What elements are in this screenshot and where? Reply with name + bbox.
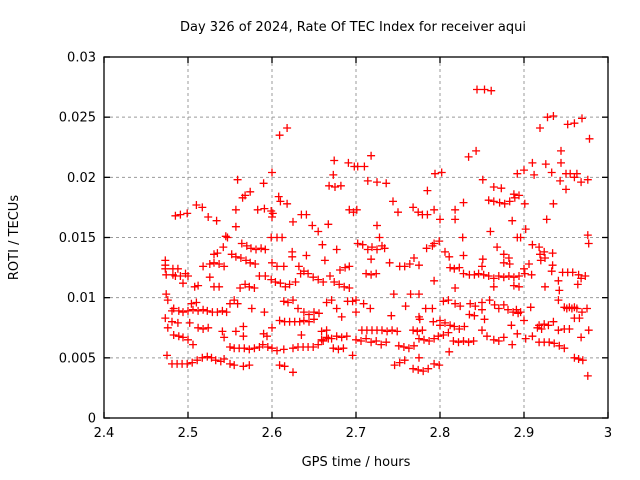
y-tick-label: 0.01	[67, 291, 96, 306]
plot-border	[103, 56, 609, 419]
x-tick-label: 2.4	[94, 426, 115, 441]
y-tick-label: 0.025	[59, 111, 96, 126]
y-tick-labels: 0 0.005 0.01 0.015 0.02 0.025 0.03	[59, 51, 96, 427]
y-tick-label: 0.005	[59, 351, 96, 366]
chart-title: Day 326 of 2024, Rate Of TEC Index for r…	[180, 20, 526, 35]
y-axis-label: ROTI / TECUs	[7, 195, 22, 280]
scatter-points-path	[161, 85, 594, 380]
y-tick-label: 0	[88, 412, 96, 427]
x-tick-labels: 2.4 2.5 2.6 2.7 2.8 2.9 3	[94, 426, 612, 441]
x-tick-label: 2.7	[346, 426, 367, 441]
x-tick-label: 2.8	[430, 426, 451, 441]
y-tick-label: 0.03	[67, 51, 96, 66]
x-tick-label: 2.9	[514, 426, 535, 441]
x-axis-label: GPS time / hours	[302, 455, 411, 470]
x-tick-label: 3	[604, 426, 612, 441]
y-tick-label: 0.015	[59, 231, 96, 246]
x-tick-label: 2.5	[178, 426, 199, 441]
scatter-points	[161, 85, 594, 380]
x-tick-label: 2.6	[262, 426, 283, 441]
y-tick-label: 0.02	[67, 171, 96, 186]
